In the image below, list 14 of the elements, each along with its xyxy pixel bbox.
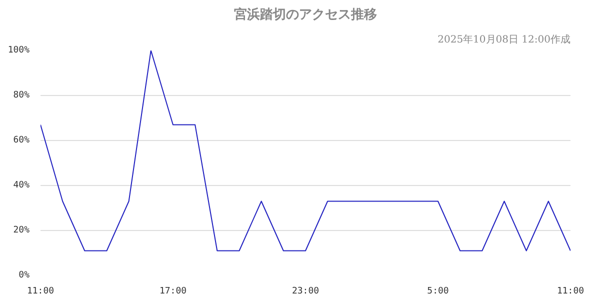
y-tick-label: 0% (18, 270, 30, 280)
y-tick-label: 20% (13, 226, 30, 236)
line-series (40, 50, 570, 252)
y-tick-label: 80% (13, 90, 30, 100)
y-tick-label: 40% (13, 180, 30, 190)
y-tick-label: 100% (8, 46, 30, 56)
x-tick-label: 5:00 (427, 286, 449, 296)
chart-title: 宮浜踏切のアクセス推移 (234, 6, 377, 22)
chart-subtitle: 2025年10月08日 12:00作成 (438, 34, 571, 46)
x-tick-label: 23:00 (292, 286, 320, 296)
x-tick-label: 17:00 (159, 286, 187, 296)
y-tick-label: 60% (13, 136, 30, 146)
x-tick-label: 11:00 (26, 286, 54, 296)
x-tick-label: 11:00 (556, 286, 584, 296)
